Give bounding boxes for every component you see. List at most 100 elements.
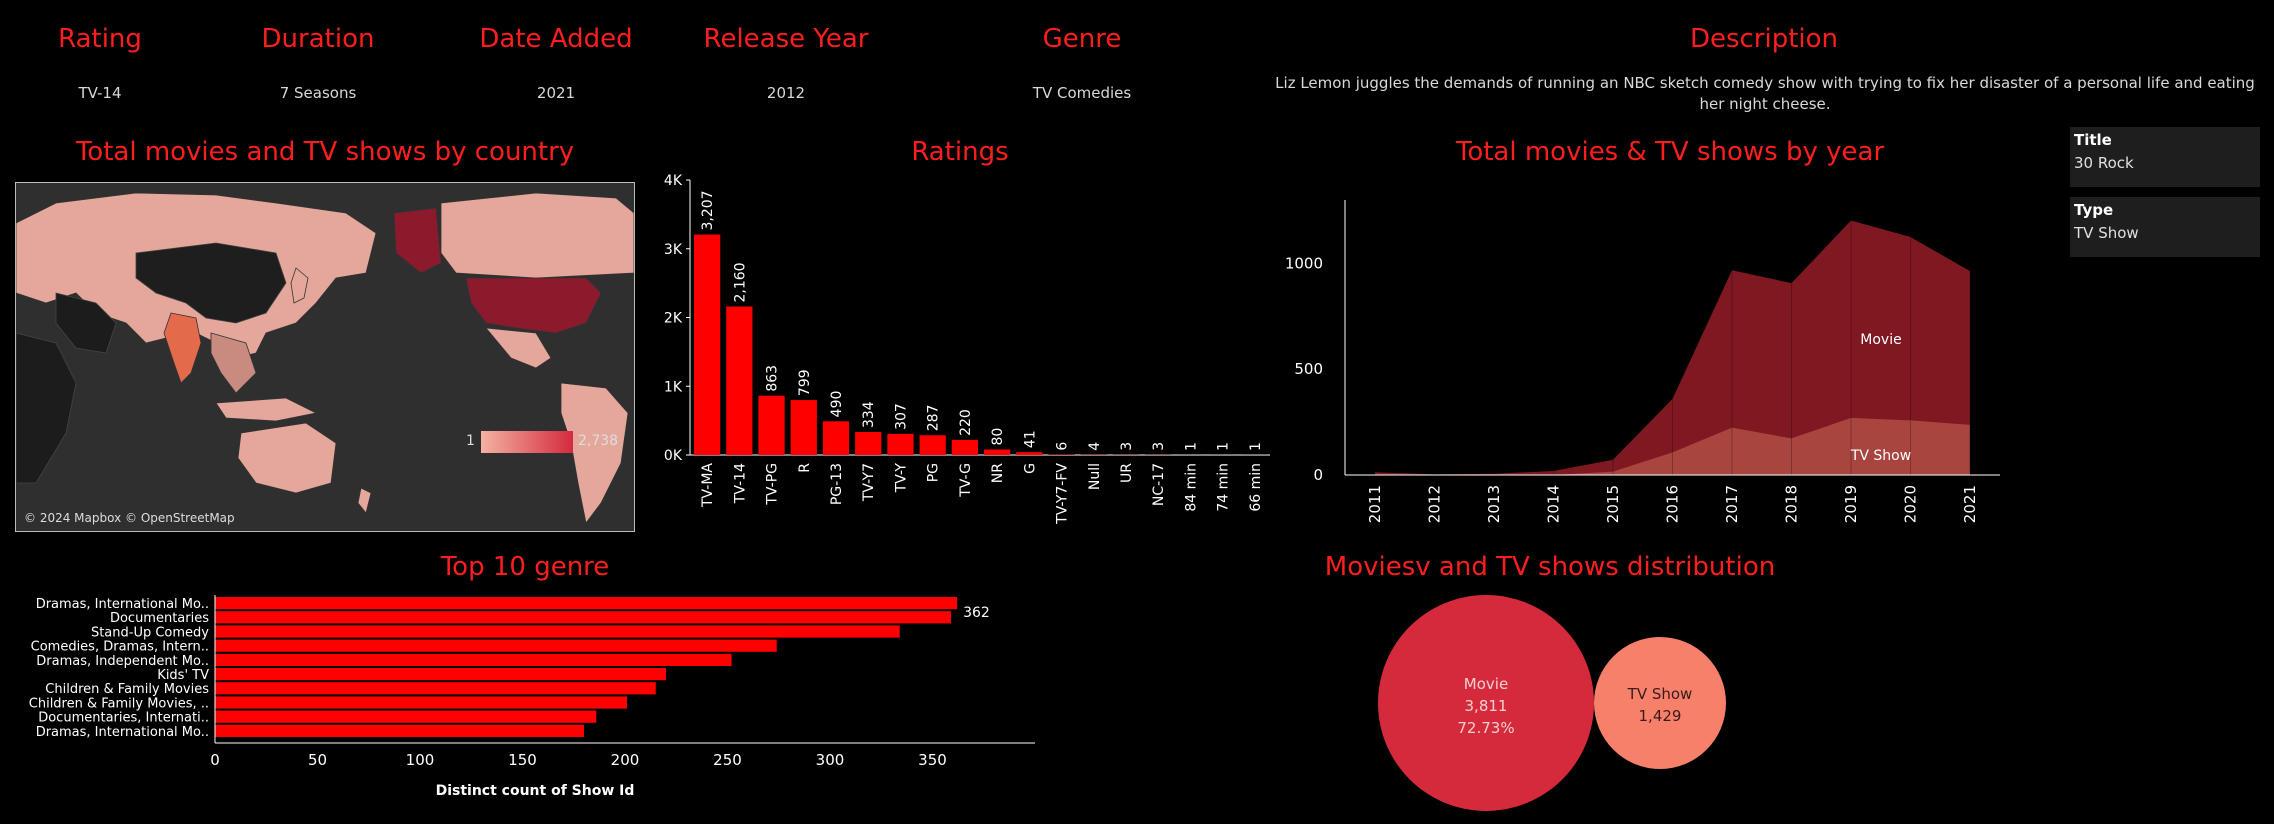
duration-value: 7 Seasons [279, 84, 357, 102]
genre-category-label: Kids' TV [157, 668, 209, 683]
ratings-bar[interactable] [951, 439, 978, 455]
ratings-category-label: TV-MA [700, 463, 716, 508]
area-y-tick: 500 [1294, 360, 1323, 378]
ratings-bar[interactable] [887, 433, 914, 455]
date-added-header: Date Added [479, 24, 633, 54]
map-legend-gradient [481, 431, 573, 453]
genre-bar[interactable] [215, 668, 666, 681]
ratings-y-tick: 3K [664, 242, 683, 258]
ratings-y-tick: 1K [664, 379, 683, 395]
ratings-category-label: UR [1119, 463, 1135, 483]
rating-header: Rating [58, 24, 142, 54]
genre-category-label: Documentaries, Internati.. [38, 711, 209, 726]
genre-bar[interactable] [215, 653, 732, 666]
map-land-mexico [485, 327, 552, 369]
ratings-value-label: 863 [765, 365, 781, 392]
ratings-value-label: 4 [1087, 442, 1103, 451]
area-x-tick: 2011 [1366, 485, 1384, 523]
map-land-indonesia [215, 397, 318, 422]
movie-series-label: Movie [1860, 332, 1901, 348]
map-land-mideast [55, 292, 117, 354]
area-x-tick: 2017 [1723, 485, 1741, 523]
genre-x-tick: 100 [406, 751, 435, 769]
ratings-category-label: TV-Y [893, 463, 909, 494]
genre-top-value: 362 [963, 605, 990, 621]
genre-category-label: Children & Family Movies, .. [29, 696, 209, 711]
tvshow-bubble[interactable] [1594, 637, 1726, 769]
movie-bubble-name: Movie [1464, 675, 1508, 693]
genre-x-tick: 150 [508, 751, 537, 769]
movie-area[interactable] [1375, 220, 1970, 475]
ratings-value-label: 2,160 [732, 262, 748, 302]
ratings-category-label: NR [990, 463, 1006, 483]
title-card[interactable]: Title 30 Rock [2070, 127, 2260, 187]
ratings-category-label: 84 min [1183, 463, 1199, 512]
area-y-tick: 0 [1313, 466, 1323, 484]
movie-bubble[interactable] [1378, 595, 1594, 811]
area-x-tick: 2012 [1426, 485, 1444, 523]
genre-bar[interactable] [215, 724, 584, 737]
genre-category-label: Documentaries [110, 611, 209, 626]
ratings-chart: 0K 1K 2K 3K 4K 3,207 TV-MA 2,160 TV-14 863 TV-PG 79… [664, 173, 1270, 525]
distribution-bubbles: Movie 3,811 72.73% TV Show 1,429 [1378, 595, 1726, 811]
map-land-nz [357, 487, 372, 514]
ratings-bar[interactable] [855, 432, 882, 455]
ratings-category-label: PG-13 [829, 463, 845, 505]
genre-bar[interactable] [215, 710, 597, 723]
genre-bar[interactable] [215, 625, 900, 638]
ratings-y-tick: 2K [664, 311, 683, 327]
ratings-category-label: TV-G [958, 463, 974, 498]
genre-bar[interactable] [215, 611, 951, 624]
ratings-bar[interactable] [694, 234, 721, 455]
map-land-seasia [210, 332, 257, 394]
release-year-header: Release Year [703, 24, 869, 54]
ratings-bar[interactable] [919, 435, 946, 455]
genre-value: TV Comedies [1032, 84, 1132, 102]
title-card-value: 30 Rock [2074, 154, 2134, 172]
ratings-value-label: 220 [958, 409, 974, 436]
genre-category-label: Dramas, Independent Mo.. [36, 654, 209, 669]
tvshow-series-label: TV Show [1850, 448, 1911, 464]
ratings-bar[interactable] [984, 449, 1011, 456]
type-card[interactable]: Type TV Show [2070, 197, 2260, 257]
map-land-india [163, 312, 202, 384]
ratings-bar[interactable] [822, 421, 850, 455]
area-x-tick: 2014 [1545, 485, 1563, 523]
genre-bar[interactable] [215, 696, 628, 709]
genre-x-tick: 350 [918, 751, 947, 769]
ratings-category-label: G [1022, 463, 1038, 474]
ratings-category-label: R [797, 463, 813, 473]
ratings-value-label: 3 [1119, 442, 1135, 451]
ratings-value-label: 3,207 [700, 190, 716, 230]
ratings-category-label: Null [1087, 463, 1103, 490]
ratings-category-label: 66 min [1248, 463, 1264, 512]
map-legend-min: 1 [466, 433, 475, 449]
area-x-tick: 2013 [1485, 485, 1503, 523]
tvshow-area[interactable] [1375, 417, 1970, 475]
map-land-canada [440, 192, 634, 279]
ratings-bar[interactable] [758, 395, 785, 455]
map-land-australia [237, 422, 337, 494]
genre-x-label: Distinct count of Show Id [436, 783, 635, 799]
map-attribution: © 2024 Mapbox © OpenStreetMap [24, 511, 235, 525]
ratings-bar[interactable] [1016, 452, 1043, 455]
ratings-bar[interactable] [790, 400, 817, 455]
genre-x-tick: 300 [816, 751, 845, 769]
title-card-label: Title [2074, 131, 2112, 149]
map-land-africa [16, 332, 77, 484]
map-title: Total movies and TV shows by country [75, 137, 575, 167]
ratings-value-label: 3 [1151, 442, 1167, 451]
ratings-y-tick: 4K [664, 173, 683, 189]
country-map[interactable]: 1 2,738 © 2024 Mapbox © OpenStreetMap [15, 182, 635, 532]
genre-bar[interactable] [215, 639, 777, 652]
type-card-value: TV Show [2074, 224, 2139, 242]
ratings-bar[interactable] [726, 306, 753, 456]
ratings-y-tick: 0K [664, 448, 683, 464]
genre-bar[interactable] [215, 597, 958, 610]
genre-category-label: Comedies, Dramas, Intern.. [31, 640, 209, 655]
map-land-usa [465, 277, 602, 334]
genre-x-tick: 200 [611, 751, 640, 769]
ratings-value-label: 490 [829, 391, 845, 418]
genre-bar[interactable] [215, 682, 656, 695]
ratings-title: Ratings [911, 137, 1009, 167]
